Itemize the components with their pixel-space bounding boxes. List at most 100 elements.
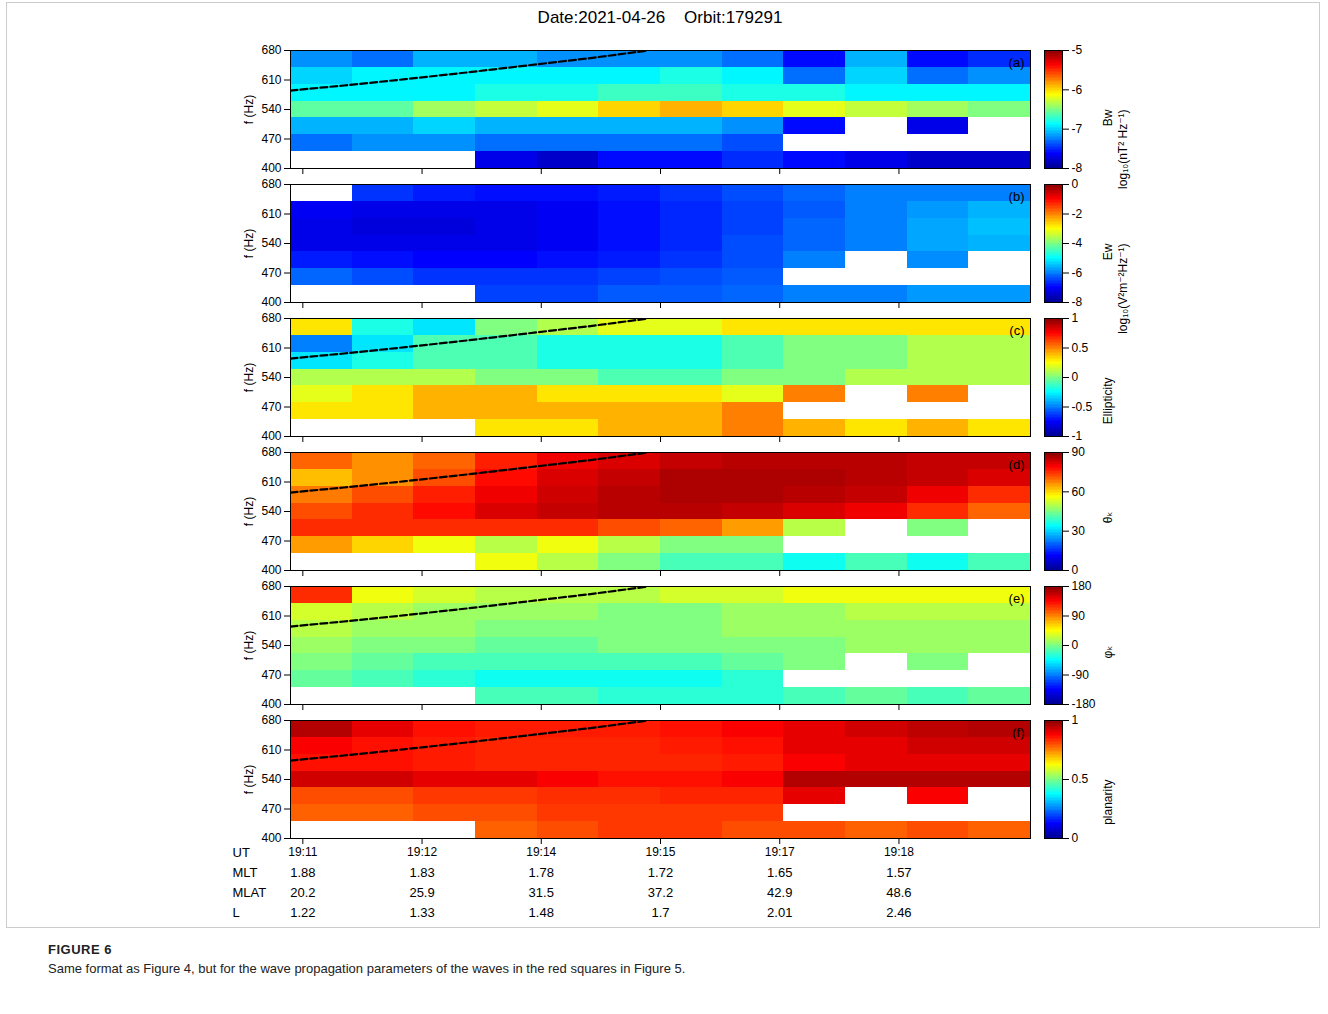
svg-text:1.88: 1.88 (290, 865, 315, 880)
svg-text:180: 180 (1072, 579, 1092, 593)
svg-text:f (Hz): f (Hz) (242, 229, 256, 258)
svg-text:0.5: 0.5 (1072, 772, 1089, 786)
svg-text:MLT: MLT (233, 865, 258, 880)
svg-text:470: 470 (261, 534, 281, 548)
svg-text:0: 0 (1072, 370, 1079, 384)
svg-text:1: 1 (1072, 713, 1079, 727)
svg-text:-4: -4 (1072, 236, 1083, 250)
svg-text:L: L (233, 905, 240, 920)
svg-text:90: 90 (1072, 445, 1086, 459)
svg-text:400: 400 (261, 295, 281, 309)
svg-text:0: 0 (1072, 831, 1079, 845)
svg-text:25.9: 25.9 (409, 885, 434, 900)
svg-text:1.65: 1.65 (767, 865, 792, 880)
svg-text:(c): (c) (1009, 323, 1024, 338)
svg-text:19:15: 19:15 (645, 845, 675, 859)
svg-text:(f): (f) (1012, 725, 1024, 740)
svg-text:19:14: 19:14 (526, 845, 556, 859)
svg-text:540: 540 (261, 504, 281, 518)
svg-text:400: 400 (261, 697, 281, 711)
svg-text:37.2: 37.2 (648, 885, 673, 900)
svg-text:680: 680 (261, 43, 281, 57)
svg-text:0: 0 (1072, 563, 1079, 577)
svg-text:540: 540 (261, 370, 281, 384)
svg-text:0.5: 0.5 (1072, 341, 1089, 355)
svg-text:540: 540 (261, 102, 281, 116)
svg-text:φₖ: φₖ (1101, 646, 1115, 659)
svg-text:540: 540 (261, 638, 281, 652)
svg-text:f (Hz): f (Hz) (242, 363, 256, 392)
svg-text:610: 610 (261, 743, 281, 757)
svg-text:610: 610 (261, 207, 281, 221)
svg-text:1.22: 1.22 (290, 905, 315, 920)
svg-text:f (Hz): f (Hz) (242, 765, 256, 794)
svg-text:log₁₀(nT² Hz⁻¹): log₁₀(nT² Hz⁻¹) (1116, 110, 1130, 189)
svg-text:19:18: 19:18 (884, 845, 914, 859)
svg-text:f (Hz): f (Hz) (242, 631, 256, 660)
svg-text:400: 400 (261, 429, 281, 443)
svg-text:680: 680 (261, 579, 281, 593)
svg-text:540: 540 (261, 772, 281, 786)
svg-text:42.9: 42.9 (767, 885, 792, 900)
svg-text:-6: -6 (1072, 83, 1083, 97)
svg-text:19:12: 19:12 (407, 845, 437, 859)
svg-text:-1: -1 (1072, 429, 1083, 443)
svg-text:0: 0 (1072, 638, 1079, 652)
svg-text:470: 470 (261, 802, 281, 816)
svg-text:-0.5: -0.5 (1072, 400, 1093, 414)
svg-text:470: 470 (261, 400, 281, 414)
svg-text:-90: -90 (1072, 668, 1090, 682)
svg-text:-8: -8 (1072, 295, 1083, 309)
svg-text:Ellipticity: Ellipticity (1101, 378, 1115, 425)
svg-text:1.48: 1.48 (529, 905, 554, 920)
svg-text:1.78: 1.78 (529, 865, 554, 880)
svg-text:30: 30 (1072, 524, 1086, 538)
svg-text:680: 680 (261, 177, 281, 191)
svg-text:(d): (d) (1009, 457, 1025, 472)
svg-text:-8: -8 (1072, 161, 1083, 175)
svg-text:470: 470 (261, 266, 281, 280)
svg-text:19:17: 19:17 (765, 845, 795, 859)
svg-text:-180: -180 (1072, 697, 1096, 711)
svg-text:680: 680 (261, 713, 281, 727)
svg-text:MLAT: MLAT (233, 885, 267, 900)
svg-text:planarity: planarity (1101, 780, 1115, 825)
svg-text:-5: -5 (1072, 43, 1083, 57)
svg-text:610: 610 (261, 475, 281, 489)
svg-text:1: 1 (1072, 311, 1079, 325)
svg-text:(b): (b) (1009, 189, 1025, 204)
svg-text:-2: -2 (1072, 207, 1083, 221)
svg-text:1.57: 1.57 (886, 865, 911, 880)
svg-text:400: 400 (261, 161, 281, 175)
svg-text:19:11: 19:11 (288, 845, 317, 859)
svg-text:31.5: 31.5 (529, 885, 554, 900)
svg-text:f (Hz): f (Hz) (242, 95, 256, 124)
svg-text:48.6: 48.6 (886, 885, 911, 900)
svg-text:400: 400 (261, 563, 281, 577)
svg-text:540: 540 (261, 236, 281, 250)
svg-text:90: 90 (1072, 609, 1086, 623)
svg-text:-7: -7 (1072, 122, 1083, 136)
svg-text:1.83: 1.83 (409, 865, 434, 880)
svg-text:1.7: 1.7 (651, 905, 669, 920)
svg-text:Bw: Bw (1101, 109, 1115, 126)
svg-text:470: 470 (261, 132, 281, 146)
svg-text:60: 60 (1072, 485, 1086, 499)
svg-text:(e): (e) (1009, 591, 1025, 606)
svg-text:log₁₀(V²m⁻²Hz⁻¹): log₁₀(V²m⁻²Hz⁻¹) (1116, 243, 1130, 333)
svg-text:680: 680 (261, 445, 281, 459)
svg-text:400: 400 (261, 831, 281, 845)
svg-text:(a): (a) (1009, 55, 1025, 70)
svg-text:UT: UT (233, 845, 250, 860)
svg-text:20.2: 20.2 (290, 885, 315, 900)
svg-text:1.72: 1.72 (648, 865, 673, 880)
svg-text:680: 680 (261, 311, 281, 325)
svg-text:Ew: Ew (1101, 243, 1115, 260)
svg-text:610: 610 (261, 609, 281, 623)
svg-text:-6: -6 (1072, 266, 1083, 280)
svg-text:θₖ: θₖ (1101, 512, 1115, 524)
svg-text:610: 610 (261, 341, 281, 355)
svg-text:2.01: 2.01 (767, 905, 792, 920)
svg-text:2.46: 2.46 (886, 905, 911, 920)
svg-text:470: 470 (261, 668, 281, 682)
